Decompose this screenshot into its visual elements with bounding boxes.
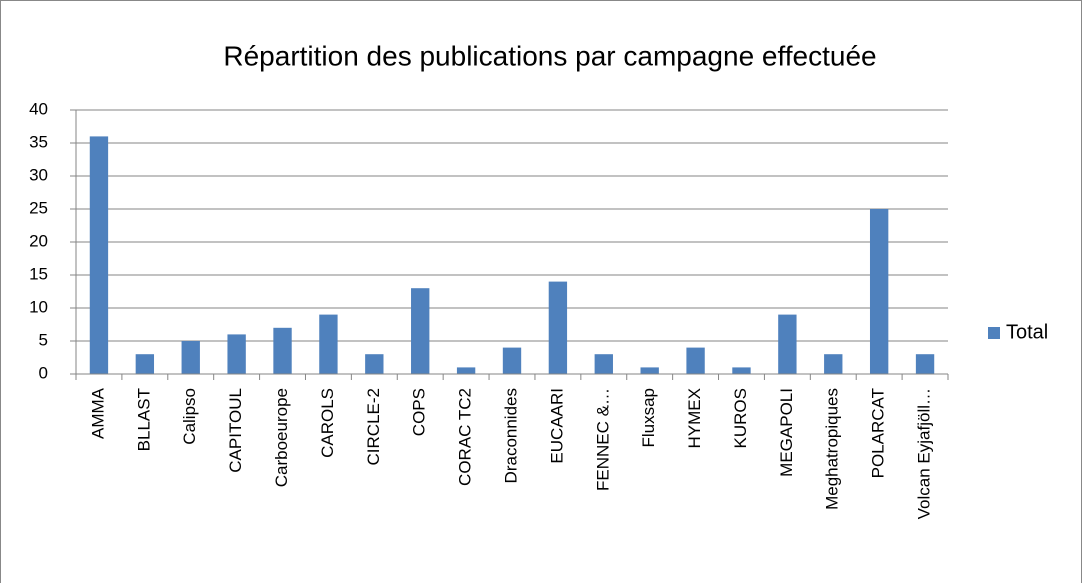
x-tick-label: Carboeurope bbox=[272, 388, 291, 487]
bar bbox=[732, 367, 751, 374]
bar bbox=[640, 367, 659, 374]
x-tick-label: KUROS bbox=[731, 388, 750, 448]
x-tick-label: POLARCAT bbox=[869, 388, 888, 478]
x-tick-label: MEGAPOLI bbox=[777, 388, 796, 477]
x-tick-label: CORAC TC2 bbox=[456, 388, 475, 486]
bar bbox=[915, 354, 935, 374]
x-tick-label: Draconnides bbox=[501, 388, 520, 483]
x-tick-label: BLLAST bbox=[134, 388, 153, 451]
chart-title: Répartition des publications par campagn… bbox=[223, 40, 876, 71]
x-tick-label: CAROLS bbox=[318, 388, 337, 458]
legend-label: Total bbox=[1006, 321, 1048, 343]
x-tick-label: Calipso bbox=[180, 388, 199, 445]
bar bbox=[778, 314, 797, 374]
bar bbox=[89, 136, 109, 374]
bar bbox=[273, 327, 292, 374]
bar bbox=[824, 354, 843, 374]
bar bbox=[548, 281, 568, 374]
y-tick-label: 0 bbox=[39, 363, 48, 382]
bar bbox=[594, 354, 613, 374]
bar bbox=[135, 354, 155, 374]
y-tick-label: 30 bbox=[29, 165, 48, 184]
x-tick-label: COPS bbox=[410, 388, 429, 436]
y-tick-label: 20 bbox=[29, 231, 48, 250]
bar bbox=[869, 209, 889, 374]
x-tick-label: CIRCLE-2 bbox=[364, 388, 383, 465]
x-tick-label: Fluxsap bbox=[639, 388, 658, 448]
legend-swatch bbox=[988, 327, 1000, 339]
y-tick-label: 25 bbox=[29, 198, 48, 217]
bar bbox=[502, 347, 522, 374]
bar bbox=[365, 354, 384, 374]
y-tick-label: 5 bbox=[39, 330, 48, 349]
x-tick-label: AMMA bbox=[88, 387, 107, 439]
x-tick-label: Meghatropiques bbox=[823, 388, 842, 510]
y-tick-label: 10 bbox=[29, 297, 48, 316]
x-tick-label: HYMEX bbox=[685, 388, 704, 448]
x-tick-label: FENNEC &… bbox=[593, 388, 612, 491]
bar bbox=[227, 334, 246, 374]
y-tick-label: 15 bbox=[29, 264, 48, 283]
bar bbox=[411, 288, 430, 374]
bar bbox=[319, 314, 338, 374]
y-tick-label: 40 bbox=[29, 99, 48, 118]
x-tick-label: CAPITOUL bbox=[226, 388, 245, 473]
x-tick-label: EUCAARI bbox=[547, 388, 566, 464]
bar bbox=[456, 367, 476, 374]
bar bbox=[686, 347, 705, 374]
x-tick-label: Volcan Eyjafjöll… bbox=[915, 388, 934, 519]
y-tick-label: 35 bbox=[29, 132, 48, 151]
bar bbox=[181, 341, 200, 374]
